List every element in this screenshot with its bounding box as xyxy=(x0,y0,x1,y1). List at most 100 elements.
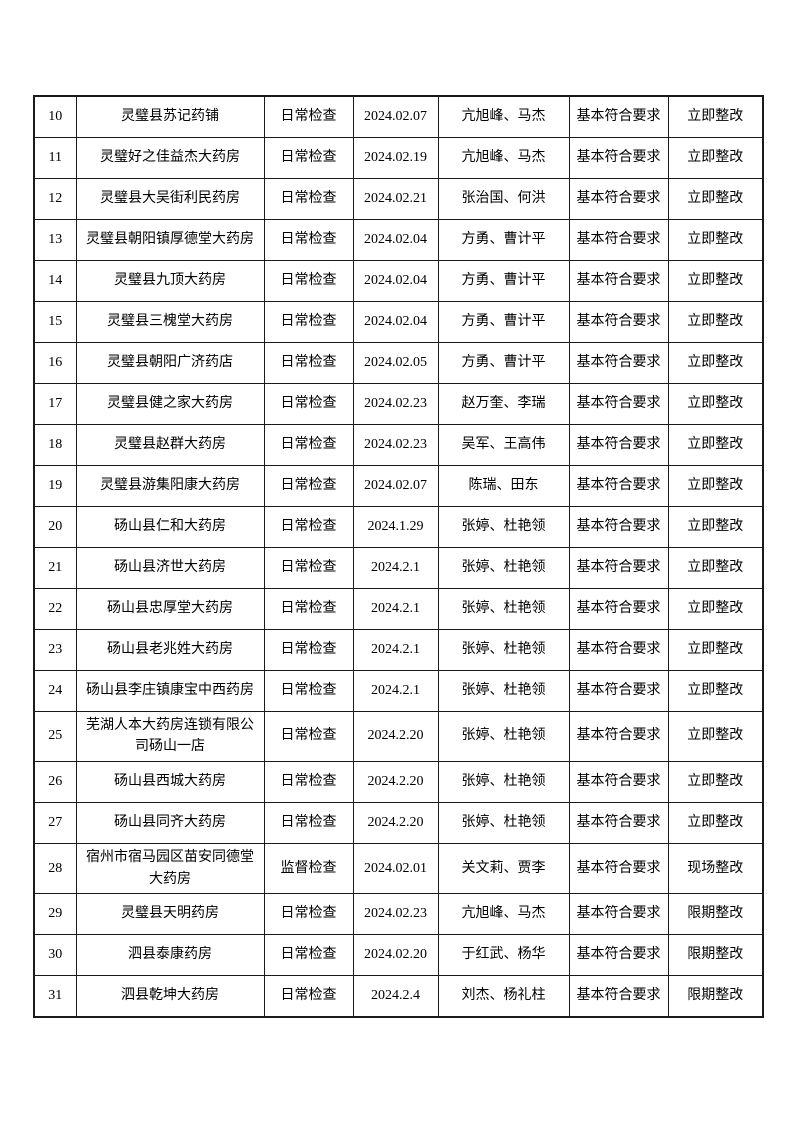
inspection-type-cell: 日常检查 xyxy=(263,975,354,1018)
inspection-date-cell: 2024.02.01 xyxy=(352,842,439,895)
pharmacy-name-cell: 灵璧县天明药房 xyxy=(75,893,265,936)
action-cell: 立即整改 xyxy=(667,218,764,261)
inspection-type-cell: 日常检查 xyxy=(263,300,354,343)
pharmacy-name-cell: 宿州市宿马园区苗安同德堂大药房 xyxy=(75,842,265,895)
inspection-date-cell: 2024.2.1 xyxy=(352,669,439,712)
table-row: 12 灵璧县大吴街利民药房 日常检查 2024.02.21 张治国、何洪 基本符… xyxy=(33,177,764,220)
row-number-cell: 18 xyxy=(33,423,77,466)
action-cell: 立即整改 xyxy=(667,177,764,220)
result-cell: 基本符合要求 xyxy=(568,177,669,220)
pharmacy-name-cell: 泗县泰康药房 xyxy=(75,934,265,977)
table-row: 24 砀山县李庄镇康宝中西药房 日常检查 2024.2.1 张婷、杜艳领 基本符… xyxy=(33,669,764,712)
inspection-date-cell: 2024.02.20 xyxy=(352,934,439,977)
inspectors-cell: 张婷、杜艳领 xyxy=(437,505,570,548)
row-number-cell: 17 xyxy=(33,382,77,425)
action-cell: 立即整改 xyxy=(667,628,764,671)
inspectors-cell: 于红武、杨华 xyxy=(437,934,570,977)
inspection-date-cell: 2024.2.20 xyxy=(352,710,439,762)
inspection-date-cell: 2024.2.1 xyxy=(352,628,439,671)
table-row: 22 砀山县忠厚堂大药房 日常检查 2024.2.1 张婷、杜艳领 基本符合要求… xyxy=(33,587,764,630)
inspection-date-cell: 2024.2.4 xyxy=(352,975,439,1018)
pharmacy-name-cell: 灵璧县游集阳康大药房 xyxy=(75,464,265,507)
result-cell: 基本符合要求 xyxy=(568,95,669,138)
inspection-type-cell: 日常检查 xyxy=(263,423,354,466)
inspectors-cell: 吴军、王高伟 xyxy=(437,423,570,466)
result-cell: 基本符合要求 xyxy=(568,801,669,844)
inspection-type-cell: 日常检查 xyxy=(263,546,354,589)
row-number-cell: 25 xyxy=(33,710,77,762)
inspectors-cell: 张婷、杜艳领 xyxy=(437,587,570,630)
inspectors-cell: 赵万奎、李瑞 xyxy=(437,382,570,425)
table-row: 14 灵璧县九顶大药房 日常检查 2024.02.04 方勇、曹计平 基本符合要… xyxy=(33,259,764,302)
action-cell: 立即整改 xyxy=(667,259,764,302)
row-number-cell: 19 xyxy=(33,464,77,507)
pharmacy-name-cell: 灵璧县赵群大药房 xyxy=(75,423,265,466)
pharmacy-name-cell: 砀山县仁和大药房 xyxy=(75,505,265,548)
result-cell: 基本符合要求 xyxy=(568,300,669,343)
inspection-date-cell: 2024.02.07 xyxy=(352,464,439,507)
table-row: 27 砀山县同齐大药房 日常检查 2024.2.20 张婷、杜艳领 基本符合要求… xyxy=(33,801,764,844)
inspection-type-cell: 日常检查 xyxy=(263,801,354,844)
pharmacy-name-cell: 芜湖人本大药房连锁有限公司砀山一店 xyxy=(75,710,265,762)
inspection-type-cell: 日常检查 xyxy=(263,628,354,671)
table-row: 23 砀山县老兆姓大药房 日常检查 2024.2.1 张婷、杜艳领 基本符合要求… xyxy=(33,628,764,671)
inspection-date-cell: 2024.02.23 xyxy=(352,893,439,936)
table-row: 10 灵璧县苏记药铺 日常检查 2024.02.07 亢旭峰、马杰 基本符合要求… xyxy=(33,95,764,138)
inspection-type-cell: 日常检查 xyxy=(263,669,354,712)
row-number-cell: 27 xyxy=(33,801,77,844)
action-cell: 限期整改 xyxy=(667,934,764,977)
inspectors-cell: 陈瑞、田东 xyxy=(437,464,570,507)
inspection-date-cell: 2024.2.20 xyxy=(352,760,439,803)
row-number-cell: 15 xyxy=(33,300,77,343)
inspectors-cell: 张婷、杜艳领 xyxy=(437,760,570,803)
pharmacy-name-cell: 砀山县李庄镇康宝中西药房 xyxy=(75,669,265,712)
action-cell: 立即整改 xyxy=(667,587,764,630)
result-cell: 基本符合要求 xyxy=(568,710,669,762)
result-cell: 基本符合要求 xyxy=(568,546,669,589)
inspectors-cell: 张婷、杜艳领 xyxy=(437,710,570,762)
action-cell: 立即整改 xyxy=(667,801,764,844)
inspection-date-cell: 2024.2.1 xyxy=(352,587,439,630)
inspection-type-cell: 监督检查 xyxy=(263,842,354,895)
inspection-date-cell: 2024.02.04 xyxy=(352,259,439,302)
inspection-table-body: 10 灵璧县苏记药铺 日常检查 2024.02.07 亢旭峰、马杰 基本符合要求… xyxy=(33,95,764,1018)
pharmacy-name-cell: 灵璧县朝阳镇厚德堂大药房 xyxy=(75,218,265,261)
inspectors-cell: 张婷、杜艳领 xyxy=(437,628,570,671)
inspection-date-cell: 2024.02.07 xyxy=(352,95,439,138)
result-cell: 基本符合要求 xyxy=(568,259,669,302)
action-cell: 限期整改 xyxy=(667,975,764,1018)
inspectors-cell: 方勇、曹计平 xyxy=(437,218,570,261)
result-cell: 基本符合要求 xyxy=(568,382,669,425)
action-cell: 立即整改 xyxy=(667,546,764,589)
inspection-type-cell: 日常检查 xyxy=(263,95,354,138)
inspectors-cell: 张婷、杜艳领 xyxy=(437,669,570,712)
inspection-type-cell: 日常检查 xyxy=(263,136,354,179)
table-row: 15 灵璧县三槐堂大药房 日常检查 2024.02.04 方勇、曹计平 基本符合… xyxy=(33,300,764,343)
row-number-cell: 29 xyxy=(33,893,77,936)
inspectors-cell: 方勇、曹计平 xyxy=(437,341,570,384)
pharmacy-name-cell: 灵璧县大吴街利民药房 xyxy=(75,177,265,220)
result-cell: 基本符合要求 xyxy=(568,628,669,671)
action-cell: 立即整改 xyxy=(667,505,764,548)
inspectors-cell: 方勇、曹计平 xyxy=(437,259,570,302)
inspection-date-cell: 2024.1.29 xyxy=(352,505,439,548)
inspection-date-cell: 2024.2.20 xyxy=(352,801,439,844)
inspection-date-cell: 2024.02.04 xyxy=(352,300,439,343)
inspection-date-cell: 2024.2.1 xyxy=(352,546,439,589)
action-cell: 立即整改 xyxy=(667,710,764,762)
result-cell: 基本符合要求 xyxy=(568,136,669,179)
inspection-date-cell: 2024.02.21 xyxy=(352,177,439,220)
row-number-cell: 20 xyxy=(33,505,77,548)
action-cell: 立即整改 xyxy=(667,669,764,712)
inspection-date-cell: 2024.02.19 xyxy=(352,136,439,179)
inspectors-cell: 张治国、何洪 xyxy=(437,177,570,220)
inspectors-cell: 张婷、杜艳领 xyxy=(437,546,570,589)
result-cell: 基本符合要求 xyxy=(568,587,669,630)
action-cell: 立即整改 xyxy=(667,760,764,803)
table-row: 19 灵璧县游集阳康大药房 日常检查 2024.02.07 陈瑞、田东 基本符合… xyxy=(33,464,764,507)
inspectors-cell: 亢旭峰、马杰 xyxy=(437,893,570,936)
result-cell: 基本符合要求 xyxy=(568,975,669,1018)
table-row: 31 泗县乾坤大药房 日常检查 2024.2.4 刘杰、杨礼柱 基本符合要求 限… xyxy=(33,975,764,1018)
inspection-type-cell: 日常检查 xyxy=(263,505,354,548)
row-number-cell: 21 xyxy=(33,546,77,589)
